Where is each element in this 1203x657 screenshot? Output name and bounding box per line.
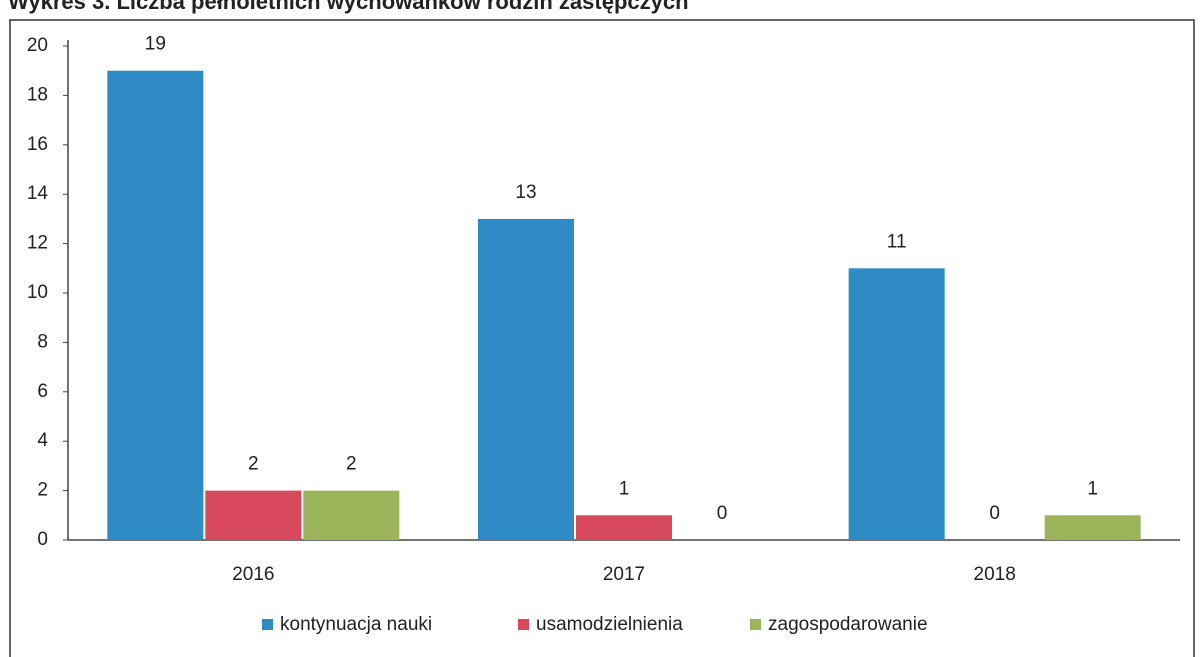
data-label: 0 — [717, 503, 728, 524]
x-tick-label: 2016 — [232, 564, 274, 585]
y-tick-label: 16 — [27, 134, 48, 155]
data-label: 13 — [515, 182, 536, 203]
legend-swatch — [262, 619, 273, 630]
bar — [1044, 515, 1141, 540]
x-tick-label: 2017 — [603, 564, 645, 585]
data-label: 2 — [248, 454, 259, 475]
y-tick-label: 0 — [37, 529, 48, 550]
y-tick-label: 12 — [27, 233, 48, 254]
x-tick-label: 2018 — [974, 564, 1016, 585]
data-label: 1 — [1087, 478, 1098, 499]
y-tick-label: 4 — [37, 430, 48, 451]
bar — [205, 490, 302, 540]
legend-label: zagospodarowanie — [768, 614, 928, 635]
legend-label: usamodzielnienia — [536, 614, 683, 635]
y-tick-label: 6 — [37, 381, 48, 402]
data-label: 2 — [346, 454, 357, 475]
y-tick-label: 10 — [27, 282, 48, 303]
data-label: 11 — [887, 231, 907, 252]
y-tick-label: 18 — [27, 84, 48, 105]
y-tick-label: 2 — [37, 480, 48, 501]
bar — [303, 490, 400, 540]
legend-swatch — [750, 619, 761, 630]
y-tick-label: 8 — [37, 331, 48, 352]
legend-label: kontynuacja nauki — [280, 614, 432, 635]
bar — [478, 218, 574, 540]
legend-swatch — [518, 619, 529, 630]
data-label: 1 — [619, 478, 630, 499]
y-tick-label: 20 — [27, 35, 48, 56]
data-label: 0 — [989, 503, 1000, 524]
bar — [576, 515, 672, 540]
chart-title: Wykres 3. Liczba pełnoletnich wychowankó… — [8, 0, 689, 14]
data-label: 19 — [145, 34, 166, 55]
chart-frame — [9, 19, 1195, 657]
bar — [848, 268, 945, 540]
bar — [107, 70, 204, 540]
y-tick-label: 14 — [27, 183, 49, 204]
